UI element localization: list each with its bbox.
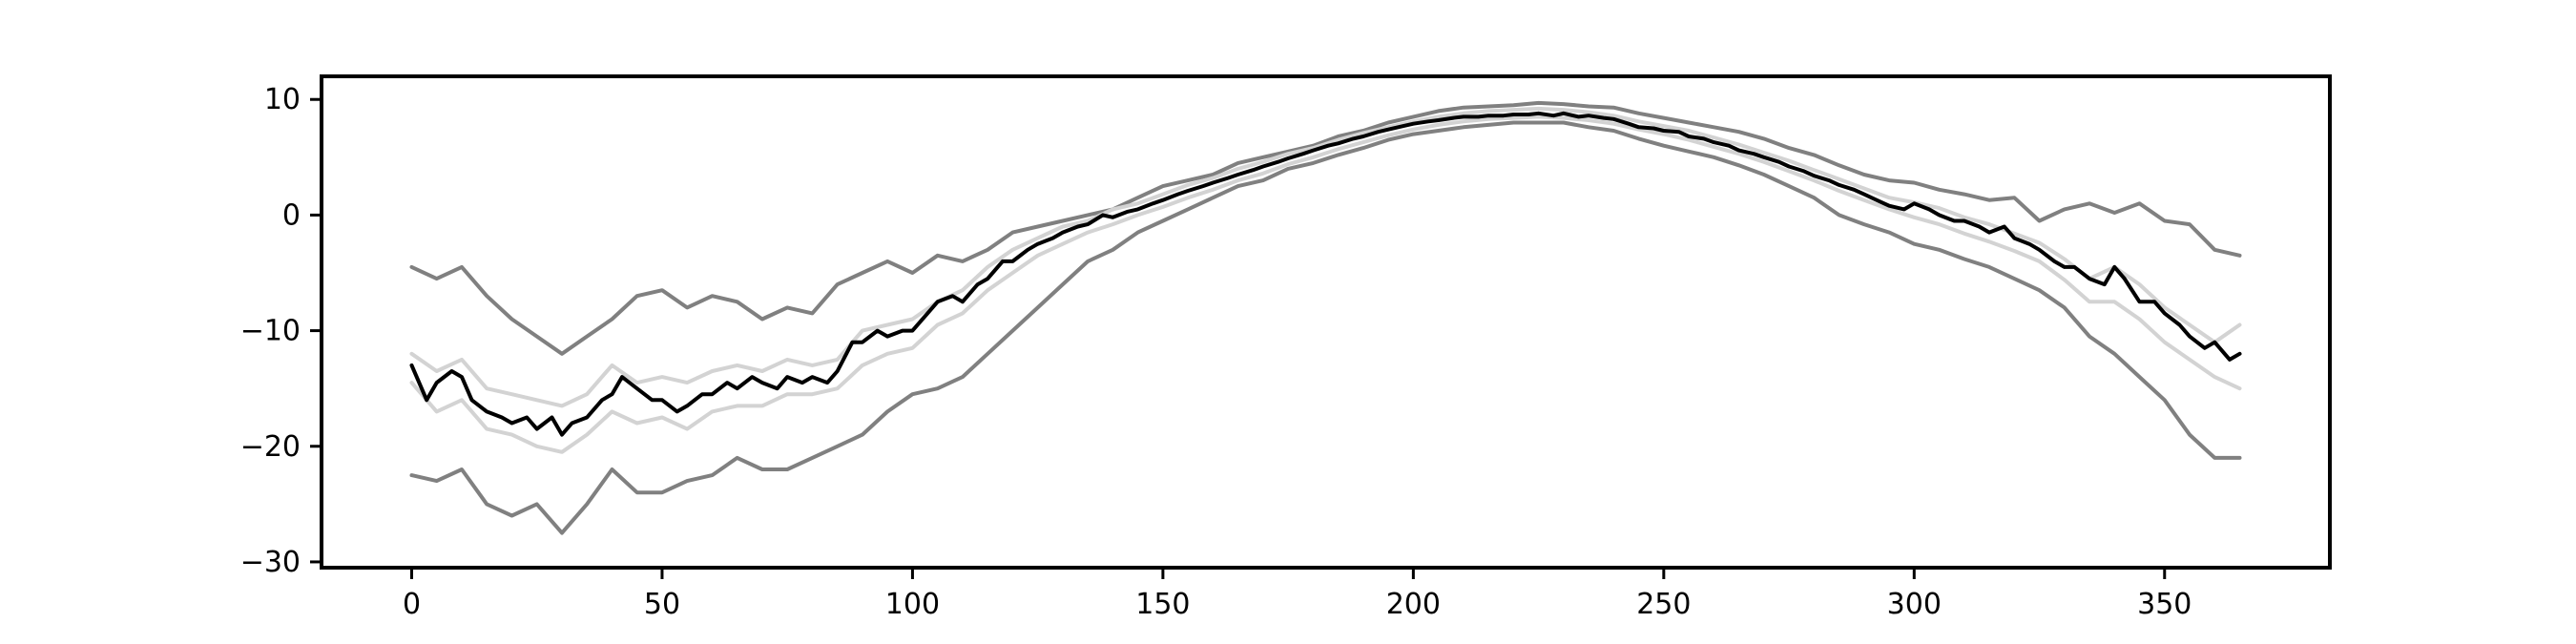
series-line-3	[409, 106, 2242, 408]
y-tick-label: −20	[240, 430, 301, 464]
x-tick-label: 350	[2137, 588, 2192, 621]
y-tick-label: 10	[264, 83, 301, 116]
x-tick-label: 200	[1386, 588, 1441, 621]
x-tick-label: 0	[403, 588, 421, 621]
series-line-1	[409, 100, 2242, 356]
x-tick-label: 100	[885, 588, 940, 621]
plot-frame	[320, 74, 2332, 570]
x-tick-label: 250	[1636, 588, 1691, 621]
y-tick-label: 0	[282, 198, 301, 232]
y-tick-label: −30	[240, 546, 301, 579]
series-line-4	[409, 114, 2242, 454]
x-tick-label: 300	[1887, 588, 1942, 621]
y-tick-label: −10	[240, 315, 301, 348]
series-line-5	[409, 111, 2242, 437]
series-line-2	[409, 120, 2242, 535]
x-tick-label: 50	[644, 588, 680, 621]
series-layer	[409, 100, 2242, 535]
x-tick-label: 150	[1135, 588, 1190, 621]
